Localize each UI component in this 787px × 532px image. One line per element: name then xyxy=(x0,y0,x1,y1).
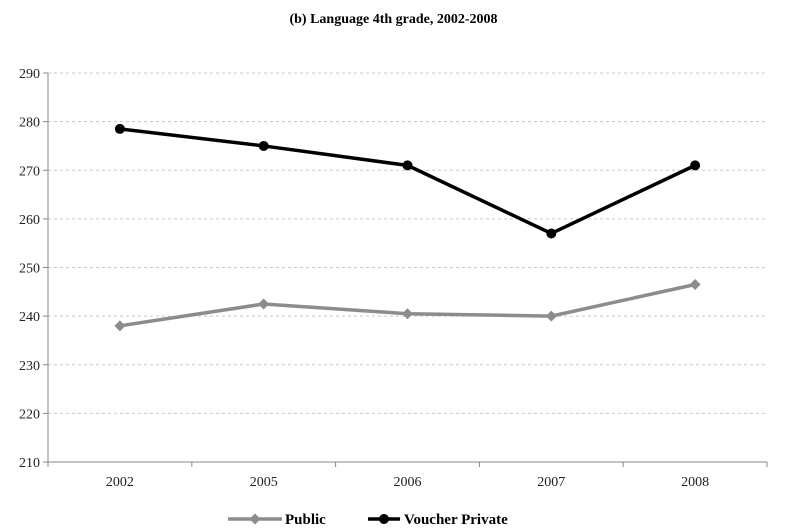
axes: 210 220 230 240 250 260 270 280 290 2002 2005 2006 2… xyxy=(19,67,768,490)
data-point xyxy=(546,228,557,239)
y-tick-label: 230 xyxy=(19,359,40,374)
data-point xyxy=(545,310,557,322)
legend-label: Public xyxy=(285,512,326,528)
x-tick-label: 2006 xyxy=(394,475,422,490)
y-tick-label: 290 xyxy=(19,67,40,82)
x-tick-label: 2005 xyxy=(250,475,278,490)
data-point xyxy=(402,308,413,320)
gridlines xyxy=(48,72,767,414)
legend-label: Voucher Private xyxy=(404,512,508,528)
series-line-voucher-private xyxy=(119,127,696,236)
y-tick-label: 250 xyxy=(19,262,40,277)
y-tick-label: 220 xyxy=(19,407,40,422)
legend-marker xyxy=(249,513,261,525)
x-tick-label: 2008 xyxy=(681,475,709,490)
data-point xyxy=(258,298,270,310)
y-tick-label: 240 xyxy=(19,310,40,325)
data-point xyxy=(689,279,701,291)
series-lines xyxy=(114,123,701,332)
legend: Public Voucher Private xyxy=(228,512,508,528)
data-point xyxy=(258,140,269,151)
x-tick-label: 2007 xyxy=(537,475,565,490)
x-tick-label: 2002 xyxy=(106,475,134,490)
y-tick-label: 260 xyxy=(19,213,40,228)
data-point xyxy=(690,160,701,171)
data-point xyxy=(402,160,413,171)
legend-marker xyxy=(379,514,389,524)
series-line-public xyxy=(119,282,696,328)
y-tick-label: 270 xyxy=(19,164,40,179)
chart-title: (b) Language 4th grade, 2002-2008 xyxy=(289,12,498,27)
y-tick-label: 280 xyxy=(19,116,40,131)
data-point xyxy=(114,320,126,332)
y-tick-label: 210 xyxy=(19,456,40,471)
data-point xyxy=(114,123,125,134)
